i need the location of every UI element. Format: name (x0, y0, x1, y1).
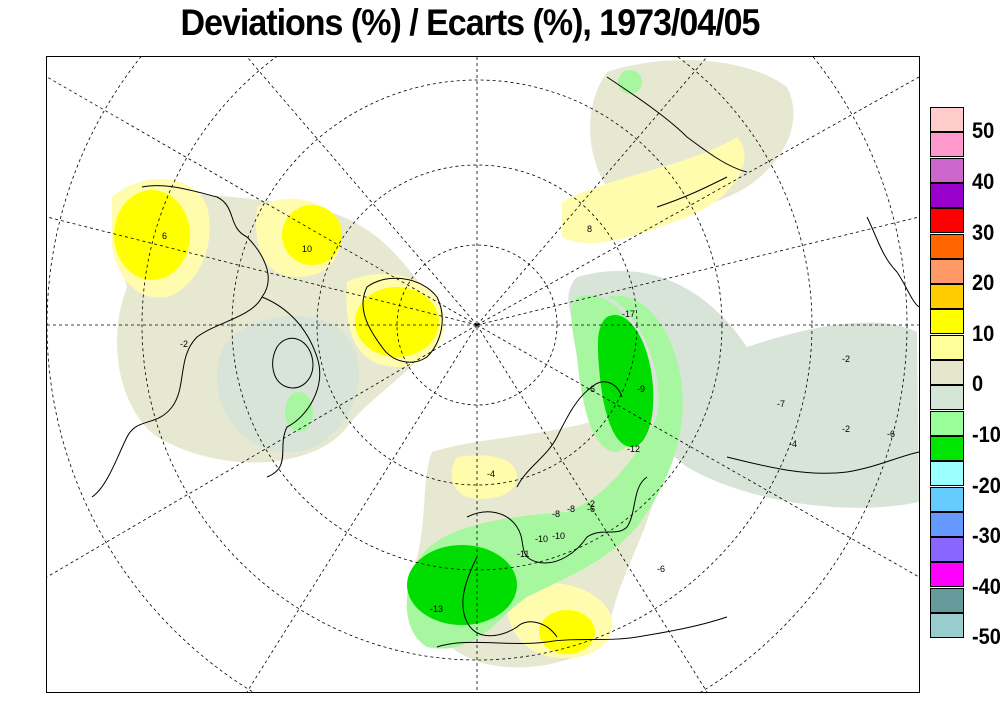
contour-label: -12 (627, 444, 640, 454)
legend-swatch (930, 486, 964, 512)
contour-label: -4 (789, 439, 797, 449)
contour-label: -6 (887, 429, 895, 439)
contour-label: -13 (430, 604, 443, 614)
legend-swatch (930, 334, 964, 360)
polar-map: -13 -11 -10 -8 -6 -2 -12 -17 -4 -2 -6 -9… (46, 0, 920, 726)
field-pacific-neutral (590, 60, 794, 210)
coast-hudson-bay (272, 337, 314, 389)
legend-swatch (930, 233, 964, 259)
contour-label: -8 (567, 504, 575, 514)
graticule (46, 0, 920, 726)
field-baltic-positive (451, 455, 517, 499)
coast-scandinavia (516, 381, 623, 488)
contour-label: 10 (302, 244, 312, 254)
field-alaska-strong (114, 190, 190, 280)
contour-label: -17 (622, 309, 635, 319)
coast-asia-east (606, 76, 920, 474)
legend-swatch (930, 461, 964, 487)
legend-label: -10 (972, 423, 1000, 448)
legend-swatch (930, 511, 964, 537)
field-med-strong (539, 610, 595, 654)
coast-africa (436, 616, 728, 648)
legend-swatch (930, 537, 964, 563)
contour-label: -2 (842, 354, 850, 364)
legend-swatch (930, 360, 964, 385)
contour-label: 6 (162, 231, 167, 241)
legend-swatch (930, 410, 964, 436)
field-siberia-positive (562, 137, 745, 244)
legend-label: -20 (972, 473, 1000, 499)
legend-swatch (930, 258, 964, 284)
legend-swatch (930, 107, 964, 132)
legend-swatch (930, 562, 964, 588)
contour-label: -6 (657, 564, 665, 574)
contour-label: -10 (552, 531, 565, 541)
legend-label: -40 (972, 575, 1000, 600)
contour-label: -4 (487, 469, 495, 479)
contour-label: -11 (517, 549, 529, 559)
contour-label: -10 (535, 534, 548, 544)
contour-label: -2 (842, 424, 850, 434)
legend-label: 30 (972, 220, 995, 246)
field-pacific-negative (618, 70, 642, 94)
coast-japan (866, 216, 920, 308)
legend-label: 50 (972, 119, 995, 144)
coast-greenland (362, 277, 443, 363)
field-spain-strong-negative (407, 545, 517, 625)
contour-label: -8 (552, 509, 560, 519)
legend-swatch (930, 613, 964, 638)
coast-europe (462, 476, 648, 638)
legend-swatch (930, 385, 964, 411)
contour-label: -6 (587, 504, 595, 514)
coast-north-america (91, 185, 321, 498)
legend-swatch (930, 435, 964, 461)
legend-swatch (930, 309, 964, 335)
legend-swatch (930, 284, 964, 310)
field-russia-strong-negative (597, 315, 654, 447)
field-hudson-neutral (217, 315, 359, 453)
contour-label: -2 (587, 499, 595, 509)
contour-label: 8 (587, 224, 592, 234)
legend-swatch (930, 182, 964, 208)
contour-label: -6 (587, 384, 595, 394)
legend-label: -50 (972, 625, 1000, 650)
contour-labels: -13 -11 -10 -8 -6 -2 -12 -17 -4 -2 -6 -9… (162, 224, 895, 614)
legend-label: 40 (972, 170, 995, 195)
coastlines (91, 76, 920, 648)
legend-swatch (930, 157, 964, 183)
legend-swatch (930, 208, 964, 234)
legend-swatch (930, 132, 964, 158)
legend-label: 0 (972, 372, 984, 397)
deviation-fields (112, 60, 919, 668)
legend-label: 20 (972, 271, 995, 296)
contour-label: -7 (777, 399, 785, 409)
legend-swatch (930, 587, 964, 613)
legend-label: -30 (972, 524, 1000, 549)
contour-label: -2 (180, 339, 188, 349)
map-panel: -13 -11 -10 -8 -6 -2 -12 -17 -4 -2 -6 -9… (46, 0, 920, 726)
contour-label: -9 (637, 384, 645, 394)
field-canada-strong (282, 205, 342, 265)
legend-label: 10 (972, 322, 995, 347)
field-canada-negative (285, 392, 313, 432)
chart-title: Deviations (%) / Ecarts (%), 1973/04/05 (180, 2, 761, 44)
